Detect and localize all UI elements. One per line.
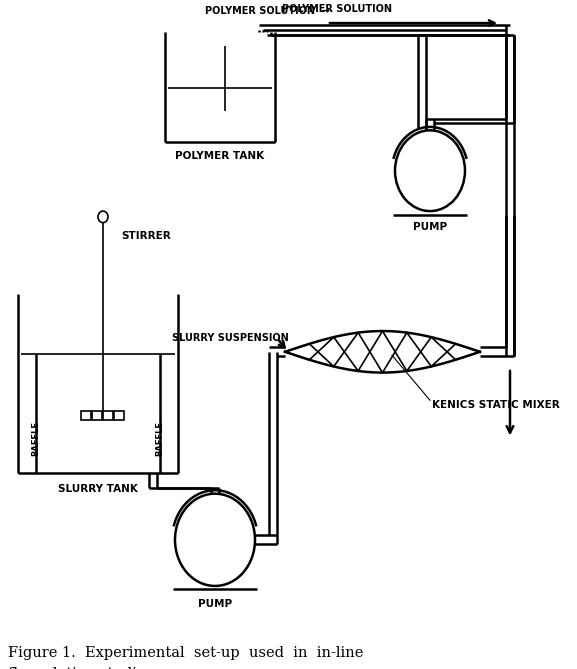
Circle shape bbox=[175, 494, 255, 586]
Text: BAFFLE: BAFFLE bbox=[155, 421, 164, 456]
Bar bbox=[92, 411, 102, 420]
Text: BAFFLE: BAFFLE bbox=[32, 421, 40, 456]
Text: PUMP: PUMP bbox=[198, 599, 232, 609]
Text: KENICS STATIC MIXER: KENICS STATIC MIXER bbox=[432, 400, 560, 410]
Bar bbox=[103, 411, 113, 420]
Text: SLURRY SUSPENSION: SLURRY SUSPENSION bbox=[172, 333, 288, 343]
Text: POLYMER SOLUTION: POLYMER SOLUTION bbox=[282, 4, 392, 14]
Text: POLYMER SOLUTION  →: POLYMER SOLUTION → bbox=[205, 6, 330, 16]
Bar bbox=[114, 411, 124, 420]
Text: POLYMER TANK: POLYMER TANK bbox=[175, 151, 265, 161]
Text: STIRRER: STIRRER bbox=[121, 231, 171, 242]
Text: PUMP: PUMP bbox=[413, 222, 447, 232]
Circle shape bbox=[395, 130, 465, 211]
Circle shape bbox=[98, 211, 108, 223]
Bar bbox=[81, 411, 91, 420]
Text: SLURRY TANK: SLURRY TANK bbox=[58, 484, 138, 494]
Text: Figure 1.  Experimental  set-up  used  in  in-line
flocculation studies.: Figure 1. Experimental set-up used in in… bbox=[8, 646, 364, 669]
